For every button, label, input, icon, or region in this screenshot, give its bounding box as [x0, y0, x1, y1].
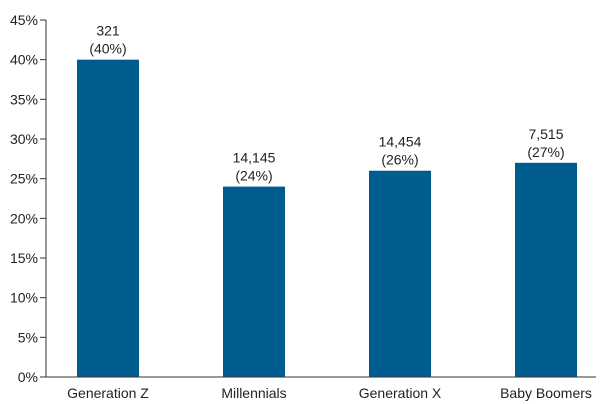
bar-count-label: 14,145 — [233, 150, 276, 166]
bar — [369, 170, 431, 377]
bar-count-label: 7,515 — [528, 126, 563, 142]
y-tick-label: 25% — [10, 171, 38, 187]
bar-percent-label: (26%) — [381, 152, 418, 168]
bar-percent-label: (40%) — [89, 41, 126, 57]
bar — [223, 186, 285, 377]
bar — [515, 162, 577, 377]
y-tick-label: 30% — [10, 131, 38, 147]
y-tick-label: 45% — [10, 12, 38, 28]
bars: 321 (40%) 14,145 (24%) 14,454 (26%) 7,515 (27%) — [77, 23, 577, 378]
bar-count-label: 14,454 — [379, 134, 422, 150]
y-tick-label: 20% — [10, 210, 38, 226]
y-axis: 0% 5% 10% 15% 20% 25% 30% 35% 40% 45% — [10, 12, 47, 385]
x-category-label: Millennials — [221, 385, 286, 401]
bar-percent-label: (24%) — [235, 168, 272, 184]
bar — [77, 59, 139, 378]
y-tick-label: 0% — [18, 369, 38, 385]
y-tick-label: 10% — [10, 290, 38, 306]
x-category-label: Baby Boomers — [500, 385, 592, 401]
x-category-label: Generation Z — [67, 385, 149, 401]
y-tick-label: 5% — [18, 329, 38, 345]
bar-count-label: 321 — [96, 23, 120, 39]
bar-percent-label: (27%) — [527, 144, 564, 160]
y-tick-label: 15% — [10, 250, 38, 266]
x-axis: Generation Z Millennials Generation X Baby … — [46, 376, 596, 401]
x-category-label: Generation X — [359, 385, 442, 401]
y-tick-label: 40% — [10, 52, 38, 68]
y-tick-label: 35% — [10, 91, 38, 107]
